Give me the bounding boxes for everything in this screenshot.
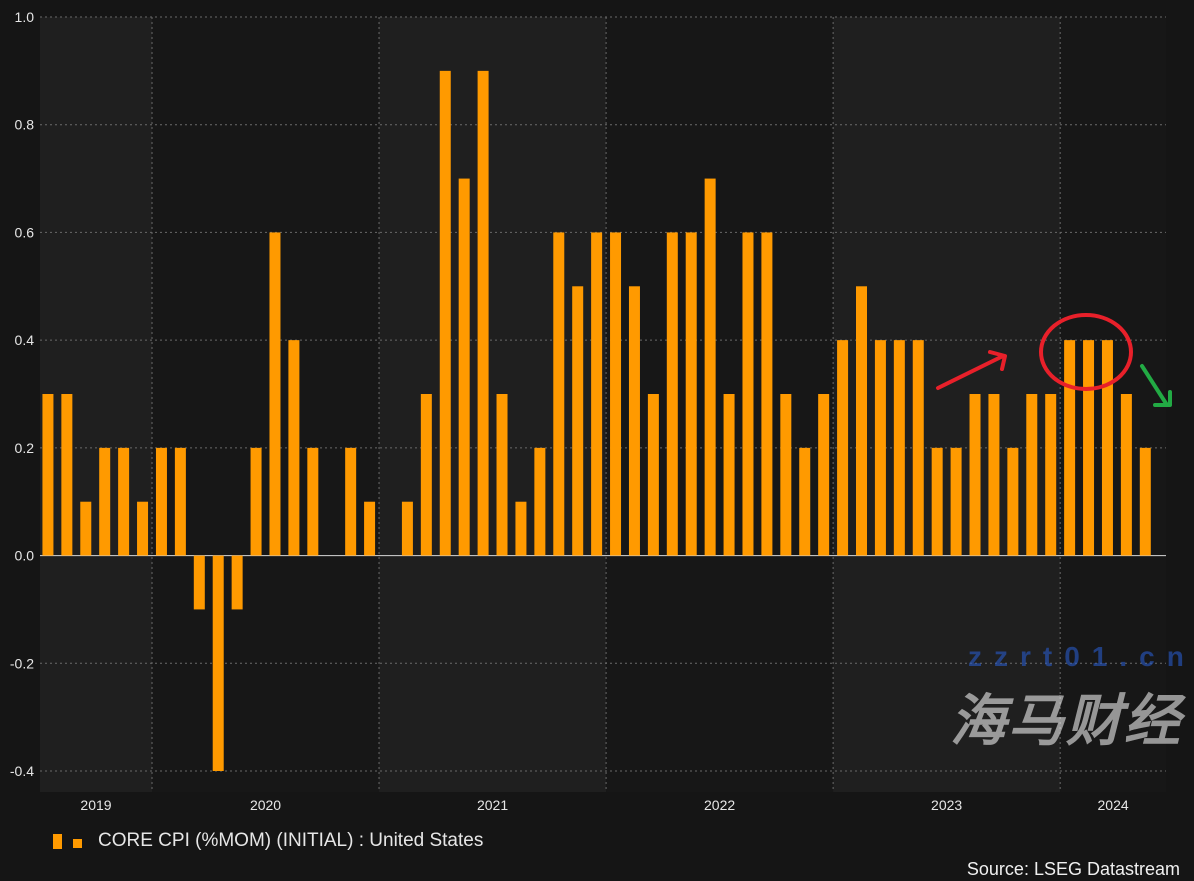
bar [628,286,640,556]
year-band [1060,17,1166,792]
bar [647,394,659,556]
bar [118,447,130,556]
bar [969,394,981,556]
bar [61,394,73,556]
bar [761,232,773,556]
bar [780,394,792,556]
bar [950,447,962,556]
highlight-circle-annotation [1039,313,1133,391]
year-band [152,17,380,792]
legend-swatch-bar [53,833,62,849]
bar [515,501,527,556]
year-label: 2020 [250,797,281,813]
rise-arrow-annotation [936,350,1007,390]
bar [269,232,281,556]
bar [496,394,508,556]
bar [893,340,905,556]
y-tick-label: 0.4 [15,332,35,348]
bar [685,232,697,556]
bar [174,447,186,556]
watermark-logo: 海马财经 [950,689,1182,752]
y-tick-label: 0.8 [15,117,35,133]
bar [212,555,224,771]
fall-arrow-annotation [1140,364,1172,407]
year-label: 2022 [704,797,735,813]
y-tick-label: 0.6 [15,224,35,240]
y-tick-label: 0.0 [15,548,35,564]
bar [401,501,413,556]
watermark-url: zzrt01.cn [968,641,1194,672]
bar [874,340,886,556]
year-label: 2024 [1098,797,1129,813]
bar [80,501,92,556]
bar [988,394,1000,556]
legend: CORE CPI (%MOM) (INITIAL) : United State… [53,830,483,852]
bar [1007,447,1019,556]
bar [364,501,376,556]
bar [666,232,678,556]
bar [345,447,357,556]
bar [591,232,603,556]
bar [572,286,584,556]
bar [307,447,319,556]
bar [1045,394,1057,556]
bar [1120,394,1132,556]
bar [1064,340,1076,556]
y-tick-label: 0.2 [15,440,35,456]
bar [42,394,54,556]
year-label: 2023 [931,797,962,813]
bar [231,555,243,610]
bar [288,340,300,556]
bar [137,501,149,556]
bar [458,178,470,556]
y-tick-label: -0.2 [10,655,34,671]
bar [799,447,811,556]
legend-label: CORE CPI (%MOM) (INITIAL) : United State… [98,830,484,851]
bar [99,447,111,556]
year-band [40,17,152,792]
year-label: 2021 [477,797,508,813]
y-tick-label: -0.4 [10,763,34,779]
bar [1139,447,1151,556]
bar [439,70,451,556]
bar [420,394,432,556]
year-band [379,17,607,792]
source-note: Source: LSEG Datastream [966,859,1180,879]
legend-swatch-square [73,839,82,848]
year-label: 2019 [80,797,111,813]
bar [742,232,754,556]
bar [553,232,565,556]
bar [155,447,167,556]
bar [610,232,622,556]
bar [856,286,867,556]
bar [193,555,205,610]
bar [1101,340,1113,556]
bar [931,447,943,556]
bar [723,394,735,556]
y-tick-label: 1.0 [15,9,35,25]
bar [704,178,716,556]
bar [1083,340,1095,556]
bar [1026,394,1038,556]
year-band [833,17,1061,792]
bar [534,447,546,556]
bar [837,340,849,556]
year-band [606,17,834,792]
bar [912,340,924,556]
bar [477,70,489,556]
bar [250,447,262,556]
bar [818,394,830,556]
